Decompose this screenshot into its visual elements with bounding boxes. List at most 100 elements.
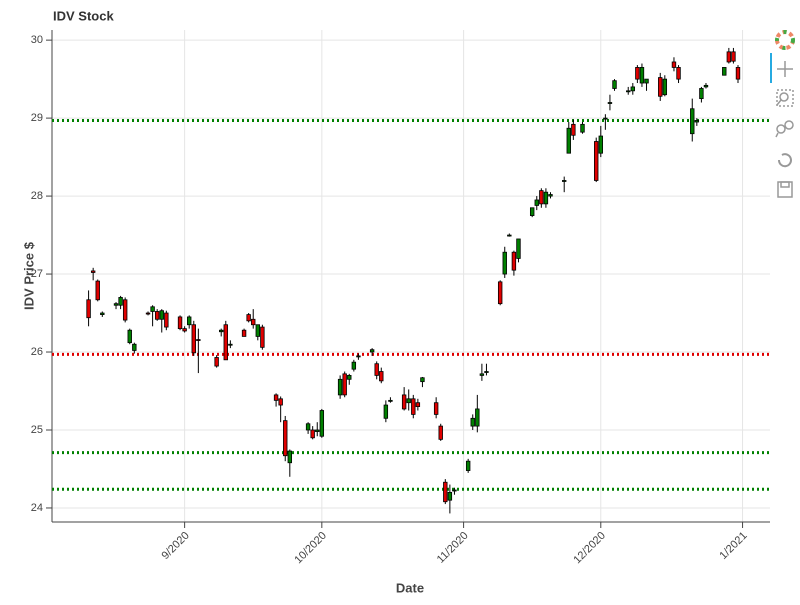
candle-body	[475, 408, 480, 427]
candle-body	[516, 238, 521, 259]
candle-body	[251, 318, 256, 326]
candle-body	[182, 328, 187, 332]
x-axis-label: Date	[396, 580, 424, 595]
candle-body	[356, 355, 361, 358]
candle-body	[571, 123, 576, 136]
y-tick-label: 26	[31, 346, 43, 358]
candle-body	[511, 251, 517, 271]
candle-body	[90, 270, 96, 273]
candle-body	[443, 481, 448, 503]
candle-body	[735, 67, 741, 80]
candle-body	[319, 410, 325, 437]
candle-body	[177, 316, 183, 330]
y-tick-label: 28	[31, 190, 43, 202]
candle-body	[438, 425, 443, 440]
wheel-zoom-tool[interactable]	[775, 120, 794, 138]
candle-body	[447, 491, 453, 501]
candle-body	[433, 402, 439, 415]
candle-body	[223, 324, 228, 361]
candle-body	[598, 135, 603, 154]
candle-body	[154, 311, 160, 320]
toolbar-active	[770, 53, 772, 83]
candle-body	[726, 51, 732, 63]
pan-tool[interactable]	[777, 61, 793, 77]
candle-body	[731, 51, 736, 62]
candle-body	[420, 377, 425, 383]
y-tick-label: 25	[31, 424, 43, 436]
candle-body	[278, 398, 283, 406]
y-axis-label: IDV Price $	[21, 241, 36, 310]
y-tick-label: 29	[31, 112, 43, 124]
candle-body	[662, 78, 668, 96]
candle-body	[671, 61, 677, 68]
candle-body	[594, 141, 599, 181]
candle-body	[186, 316, 192, 326]
grid	[52, 30, 770, 522]
candle-body	[369, 349, 375, 353]
x-tick-label: 12/2020	[571, 530, 608, 567]
y-tick-label: 24	[31, 502, 43, 514]
candle-body	[484, 371, 489, 373]
candle-body	[118, 297, 123, 306]
x-tick-label: 10/2020	[292, 530, 329, 567]
y-tick-label: 30	[31, 34, 43, 46]
candle-body	[283, 420, 288, 457]
candle-body	[196, 339, 201, 341]
candle-body	[315, 429, 320, 432]
candle-body	[310, 429, 315, 439]
candle-body	[150, 306, 155, 312]
candle-body	[86, 299, 91, 319]
candle-body	[113, 303, 119, 306]
bokeh-logo[interactable]	[775, 30, 795, 50]
candle-body	[566, 127, 571, 154]
candle-body	[690, 108, 695, 135]
zoom-tool[interactable]	[776, 89, 794, 107]
candle-body	[543, 191, 549, 205]
chart-title: IDV Stock	[53, 8, 114, 23]
save-tool[interactable]	[777, 181, 793, 198]
candle-body	[411, 398, 416, 415]
candle-body	[406, 398, 411, 404]
candle-body	[580, 123, 585, 133]
candle-body	[479, 373, 485, 376]
candle-body	[694, 120, 700, 123]
candle-body	[639, 67, 645, 84]
candle-body	[145, 312, 151, 315]
candle-body	[132, 343, 137, 351]
candle-body	[644, 78, 649, 84]
candle-body	[95, 280, 100, 301]
x-tick-label: 9/2020	[160, 530, 192, 562]
candle-body	[164, 312, 169, 328]
candle-body	[388, 399, 393, 402]
y-tick-label: 27	[31, 268, 43, 280]
candle-body	[658, 77, 663, 97]
candle-body	[497, 281, 503, 305]
candle-body	[127, 329, 132, 344]
candle-body	[374, 363, 379, 376]
candle-body	[507, 234, 512, 237]
x-tick-label: 1/2021	[717, 530, 749, 562]
candle-body	[529, 207, 535, 216]
candle-body	[273, 394, 279, 401]
toolbar	[770, 30, 795, 198]
candle-body	[635, 67, 640, 80]
candle-body	[703, 84, 709, 88]
candle-body	[379, 371, 384, 382]
candle-body	[722, 67, 727, 76]
candle-body	[699, 88, 704, 100]
candle-body	[159, 310, 164, 320]
x-tick-label: 11/2020	[435, 530, 471, 566]
candle-body	[607, 102, 613, 104]
candle-body	[305, 423, 311, 431]
candle-body	[452, 489, 457, 492]
candle-body	[246, 314, 251, 322]
candle-body	[415, 402, 421, 408]
candle-body	[351, 361, 357, 370]
reset-tool[interactable]	[777, 153, 792, 168]
candle-body	[539, 190, 544, 205]
candle-body	[260, 326, 265, 348]
candle-body	[191, 324, 196, 354]
candle-body	[534, 199, 539, 206]
candle-body	[401, 394, 407, 410]
